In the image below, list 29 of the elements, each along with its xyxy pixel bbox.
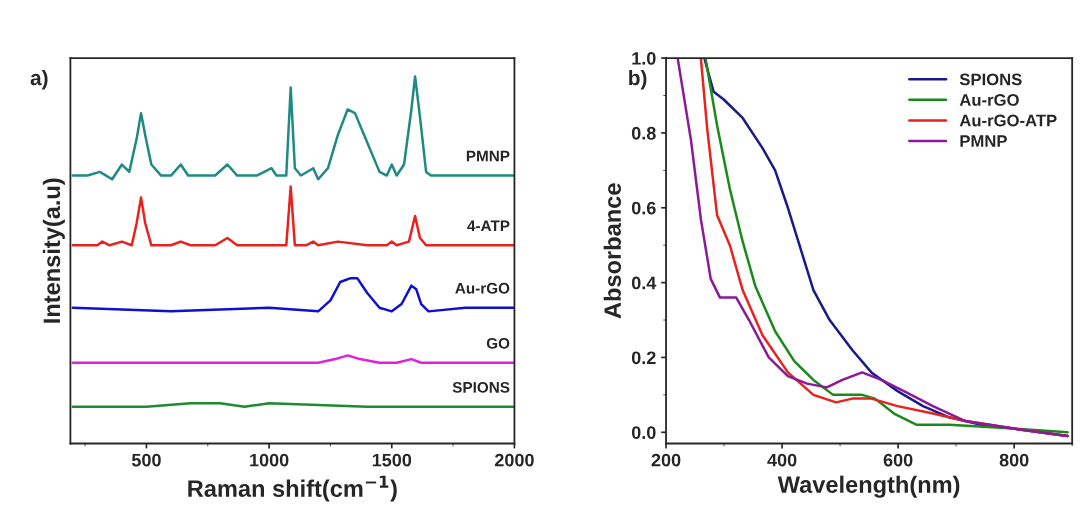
x-tick-label: 600 bbox=[883, 453, 913, 467]
x-tick-label: 2000 bbox=[494, 453, 534, 467]
x-tick-label: 500 bbox=[131, 453, 161, 467]
legend-label: SPIONS bbox=[959, 73, 1022, 86]
legend-label: Au-rGO-ATP bbox=[959, 114, 1057, 127]
y-tick-label: 0.6 bbox=[631, 201, 656, 215]
y-tick-label: 1.0 bbox=[632, 52, 656, 65]
x-axis-title: Raman shift(cm$^{−1}$) bbox=[188, 475, 397, 502]
y-tick-label: 0.8 bbox=[631, 126, 656, 140]
text: b) bbox=[629, 69, 647, 90]
series-label: GO bbox=[486, 337, 510, 349]
legend-label: Au-rGO bbox=[959, 94, 1019, 106]
x-tick-label: 1000 bbox=[250, 453, 289, 467]
x-tick-label: 800 bbox=[999, 453, 1029, 467]
series-label: SPIONS bbox=[452, 381, 510, 393]
y-tick-label: 0.2 bbox=[631, 351, 656, 365]
y-axis-title: Absorbance bbox=[603, 183, 621, 319]
y-tick-label: 0.4 bbox=[631, 276, 657, 290]
series-label: PMNP bbox=[466, 150, 510, 162]
x-tick-label: 1500 bbox=[372, 453, 412, 467]
y-axis-title: Intensity(a.u) bbox=[42, 178, 65, 323]
chart-title: a) bbox=[30, 69, 48, 90]
legend-label: PMNP bbox=[960, 135, 1007, 147]
series-label: 4-ATP bbox=[467, 220, 510, 232]
y-tick-label: 0.0 bbox=[631, 426, 656, 440]
x-tick-label: 400 bbox=[767, 453, 797, 467]
x-axis-title: Wavelength(nm) bbox=[777, 475, 960, 498]
series-label: Au-rGO bbox=[455, 282, 510, 294]
x-tick-label: 200 bbox=[651, 453, 681, 467]
